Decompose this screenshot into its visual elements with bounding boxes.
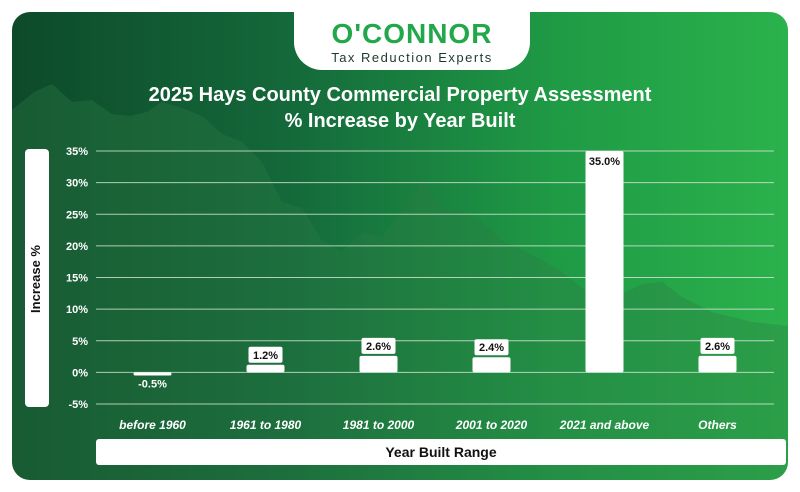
data-label-background [248,346,283,363]
data-label: 2.6% [366,341,391,353]
y-axis-label-box [25,149,49,407]
chart-subtitle: % Increase by Year Built [284,110,516,132]
logo-tab: O'CONNOR Tax Reduction Experts [294,12,530,70]
x-tick-label: Others [698,418,737,432]
bar [133,372,172,376]
data-label: 2.6% [705,341,730,353]
logo-wordmark: O'CONNOR [331,18,493,49]
y-tick-label: 5% [72,336,88,348]
data-label-background [700,337,735,354]
bar [359,355,398,373]
bar [472,357,511,373]
y-axis-label: Increase % [28,245,43,313]
data-label: 2.4% [479,342,504,354]
data-label-background [474,339,509,356]
x-axis-label: Year Built Range [96,439,786,465]
bar [585,151,624,373]
x-tick-label: 1961 to 1980 [230,418,302,432]
y-tick-label: 10% [66,304,88,316]
x-tick-label: before 1960 [119,418,186,432]
y-tick-label: 30% [66,178,88,190]
data-label: 1.2% [253,350,278,362]
x-tick-label: 2021 and above [559,418,650,432]
y-tick-label: 35% [66,146,88,158]
y-tick-label: 25% [66,209,88,221]
bar [698,355,737,373]
y-tick-label: 20% [66,241,88,253]
chart-canvas: -5% 0% 5% 10% 15% 20% 25% 30% 35% -0.5% 1.2% 2.6% 2… [12,84,788,480]
bar [246,364,285,373]
logo-tagline: Tax Reduction Experts [331,50,493,65]
y-tick-label: -5% [68,399,88,411]
x-tick-label: 2001 to 2020 [455,418,528,432]
chart-title: 2025 Hays County Commercial Property Ass… [148,84,652,106]
y-tick-label: 15% [66,273,88,285]
x-tick-label: 1981 to 2000 [343,418,415,432]
chart-card: -5% 0% 5% 10% 15% 20% 25% 30% 35% -0.5% 1.2% 2.6% 2… [12,12,788,480]
data-label: -0.5% [138,379,167,391]
data-label: 35.0% [589,156,620,168]
y-tick-label: 0% [72,367,88,379]
data-label-background [361,337,396,354]
